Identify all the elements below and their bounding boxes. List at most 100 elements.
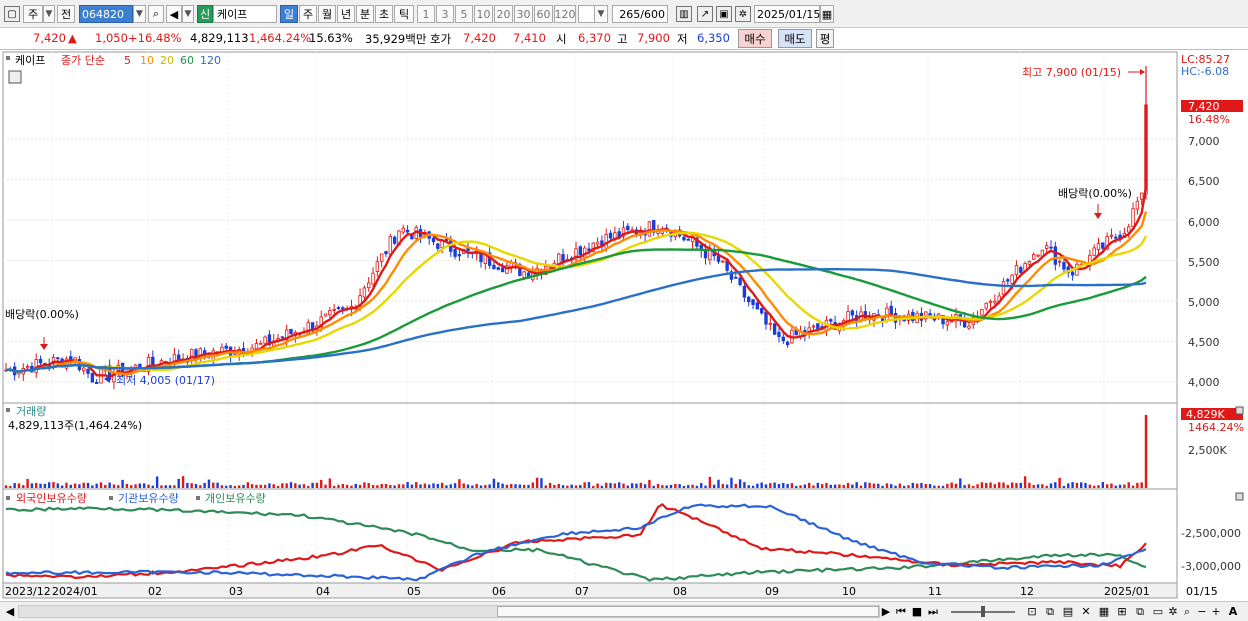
code-dropdown-icon[interactable]: ▼ xyxy=(133,5,146,23)
candle-body xyxy=(980,309,984,316)
volume-close-icon[interactable] xyxy=(1235,406,1244,415)
bar-count-field[interactable]: 265/600 xyxy=(612,5,668,23)
speaker-icon[interactable]: ◀ xyxy=(166,5,182,23)
config-gear-icon[interactable]: ✲ xyxy=(1168,605,1178,618)
date-input[interactable]: 2025/01/15 xyxy=(754,5,820,23)
stock-code-input[interactable]: 064820 xyxy=(79,5,133,23)
high-arrow-icon xyxy=(1140,69,1145,75)
table-toggle-icon[interactable] xyxy=(8,70,22,84)
candle-body xyxy=(341,307,345,310)
sell-button[interactable]: 매도 xyxy=(778,29,812,48)
volume-bar xyxy=(510,484,513,488)
grid-icon[interactable]: ▦ xyxy=(1098,605,1110,618)
speaker-dropdown-icon[interactable]: ▼ xyxy=(182,5,194,23)
volume-bar xyxy=(795,485,798,488)
candle-body xyxy=(384,251,388,255)
volume-bar xyxy=(354,483,357,488)
zoom-slider[interactable] xyxy=(948,604,1018,619)
draw-tool-icon[interactable]: ↗ xyxy=(697,6,713,22)
interval-120-button[interactable]: 120 xyxy=(554,5,576,23)
volume-bar xyxy=(959,478,962,488)
legend-ma5: 5 xyxy=(124,54,131,67)
stock-name-field[interactable]: 케이프 xyxy=(213,5,277,23)
copy-icon[interactable]: ⧉ xyxy=(1046,604,1054,618)
prev-button[interactable]: 전 xyxy=(57,5,75,23)
candle-body xyxy=(1036,254,1040,257)
chart-type-icon[interactable]: ▤ xyxy=(1062,605,1074,618)
volume-bar xyxy=(816,482,820,488)
volume-bar xyxy=(462,483,465,488)
interval-60-button[interactable]: 60 xyxy=(534,5,553,23)
volume-bar xyxy=(194,484,198,488)
zoom-in-icon[interactable]: + xyxy=(1211,605,1221,618)
period-second-tab[interactable]: 초 xyxy=(375,5,393,23)
candle-body xyxy=(993,300,997,304)
search-zoom-icon[interactable]: ⌕ xyxy=(1183,604,1191,618)
volume-bar xyxy=(756,483,759,488)
current-price-marker xyxy=(1181,100,1243,112)
period-week-tab[interactable]: 주 xyxy=(299,5,317,23)
market-select[interactable]: 주 xyxy=(23,5,43,23)
compare-icon[interactable]: ⧉ xyxy=(1136,604,1144,618)
stop-icon[interactable]: ■ xyxy=(911,605,923,618)
volume-bar xyxy=(833,484,837,488)
interval-10-button[interactable]: 10 xyxy=(474,5,493,23)
interval-5-button[interactable]: 5 xyxy=(455,5,473,23)
scroll-thumb[interactable] xyxy=(497,606,879,617)
volume-bar xyxy=(522,484,526,488)
save-icon[interactable]: ▣ xyxy=(716,6,732,22)
inst-holding-line xyxy=(5,503,1147,582)
volume-bar xyxy=(276,485,280,488)
candle-body xyxy=(1062,262,1066,270)
volume-bar xyxy=(246,482,250,488)
volume-bar xyxy=(535,477,539,488)
print-icon[interactable]: ▭ xyxy=(1152,605,1164,618)
volume-bar xyxy=(1032,484,1035,488)
zoom-out-icon[interactable]: − xyxy=(1197,605,1207,618)
interval-3-button[interactable]: 3 xyxy=(436,5,454,23)
period-minute-tab[interactable]: 분 xyxy=(356,5,374,23)
candle-body xyxy=(457,254,462,257)
search-icon[interactable]: ⌕ xyxy=(148,5,164,23)
period-year-tab[interactable]: 년 xyxy=(337,5,355,23)
scroll-track[interactable] xyxy=(18,605,880,618)
indicator-icon[interactable]: ⊞ xyxy=(1117,605,1127,618)
interval-30-button[interactable]: 30 xyxy=(514,5,533,23)
eval-button[interactable]: 평 xyxy=(816,29,834,48)
line-tool-icon[interactable]: ⊡ xyxy=(1027,605,1037,618)
candle-body xyxy=(1105,236,1109,250)
candle-body xyxy=(751,299,755,305)
candle-body xyxy=(1044,245,1049,249)
period-month-tab[interactable]: 월 xyxy=(318,5,336,23)
rewind-icon[interactable]: ⏮ xyxy=(896,604,906,618)
fast-forward-icon[interactable]: ⏭ xyxy=(928,604,938,618)
x-label-03: 03 xyxy=(229,585,243,598)
chart-area[interactable]: 케이프 종가 단순 5 10 20 60 120 LC:85.27 HC:-6.… xyxy=(0,50,1248,601)
chart-scrollbar[interactable]: ◀ ▶ ⏮ ■ ⏭ ⊡ ⧉ ▤ ✕ ▦ ⊞ ⧉ ▭ ✲ ⌕ − + A xyxy=(0,601,1248,621)
volume-bar xyxy=(583,482,586,488)
layout-icon[interactable]: ▢ xyxy=(4,6,20,22)
period-tick-tab[interactable]: 틱 xyxy=(394,5,414,23)
candle-body xyxy=(306,322,310,334)
settings-gear-icon[interactable]: ✲ xyxy=(735,6,751,22)
market-dropdown-icon[interactable]: ▼ xyxy=(43,5,55,23)
interval-dropdown-icon[interactable]: ▼ xyxy=(594,5,608,23)
auto-scale-icon[interactable]: A xyxy=(1228,605,1238,618)
period-day-tab[interactable]: 일 xyxy=(280,5,298,23)
interval-20-button[interactable]: 20 xyxy=(494,5,513,23)
scroll-right-icon[interactable]: ▶ xyxy=(881,605,891,618)
candle-type-icon[interactable]: ▥ xyxy=(676,6,692,22)
calendar-icon[interactable]: ▦ xyxy=(820,5,834,23)
dividend-left-label: 배당락(0.00%) xyxy=(5,308,79,321)
volume-bar xyxy=(514,484,517,488)
candle-body xyxy=(945,321,950,326)
crosshair-icon[interactable]: ✕ xyxy=(1081,605,1091,618)
buy-button[interactable]: 매수 xyxy=(738,29,772,48)
price-chart-svg[interactable]: 케이프 종가 단순 5 10 20 60 120 LC:85.27 HC:-6.… xyxy=(0,50,1248,601)
candle-body xyxy=(1001,281,1006,295)
volume-bar xyxy=(544,485,547,488)
volume-bar xyxy=(941,485,945,488)
scroll-left-icon[interactable]: ◀ xyxy=(5,605,15,618)
interval-1-button[interactable]: 1 xyxy=(417,5,435,23)
holding-close-icon[interactable] xyxy=(1235,492,1244,501)
